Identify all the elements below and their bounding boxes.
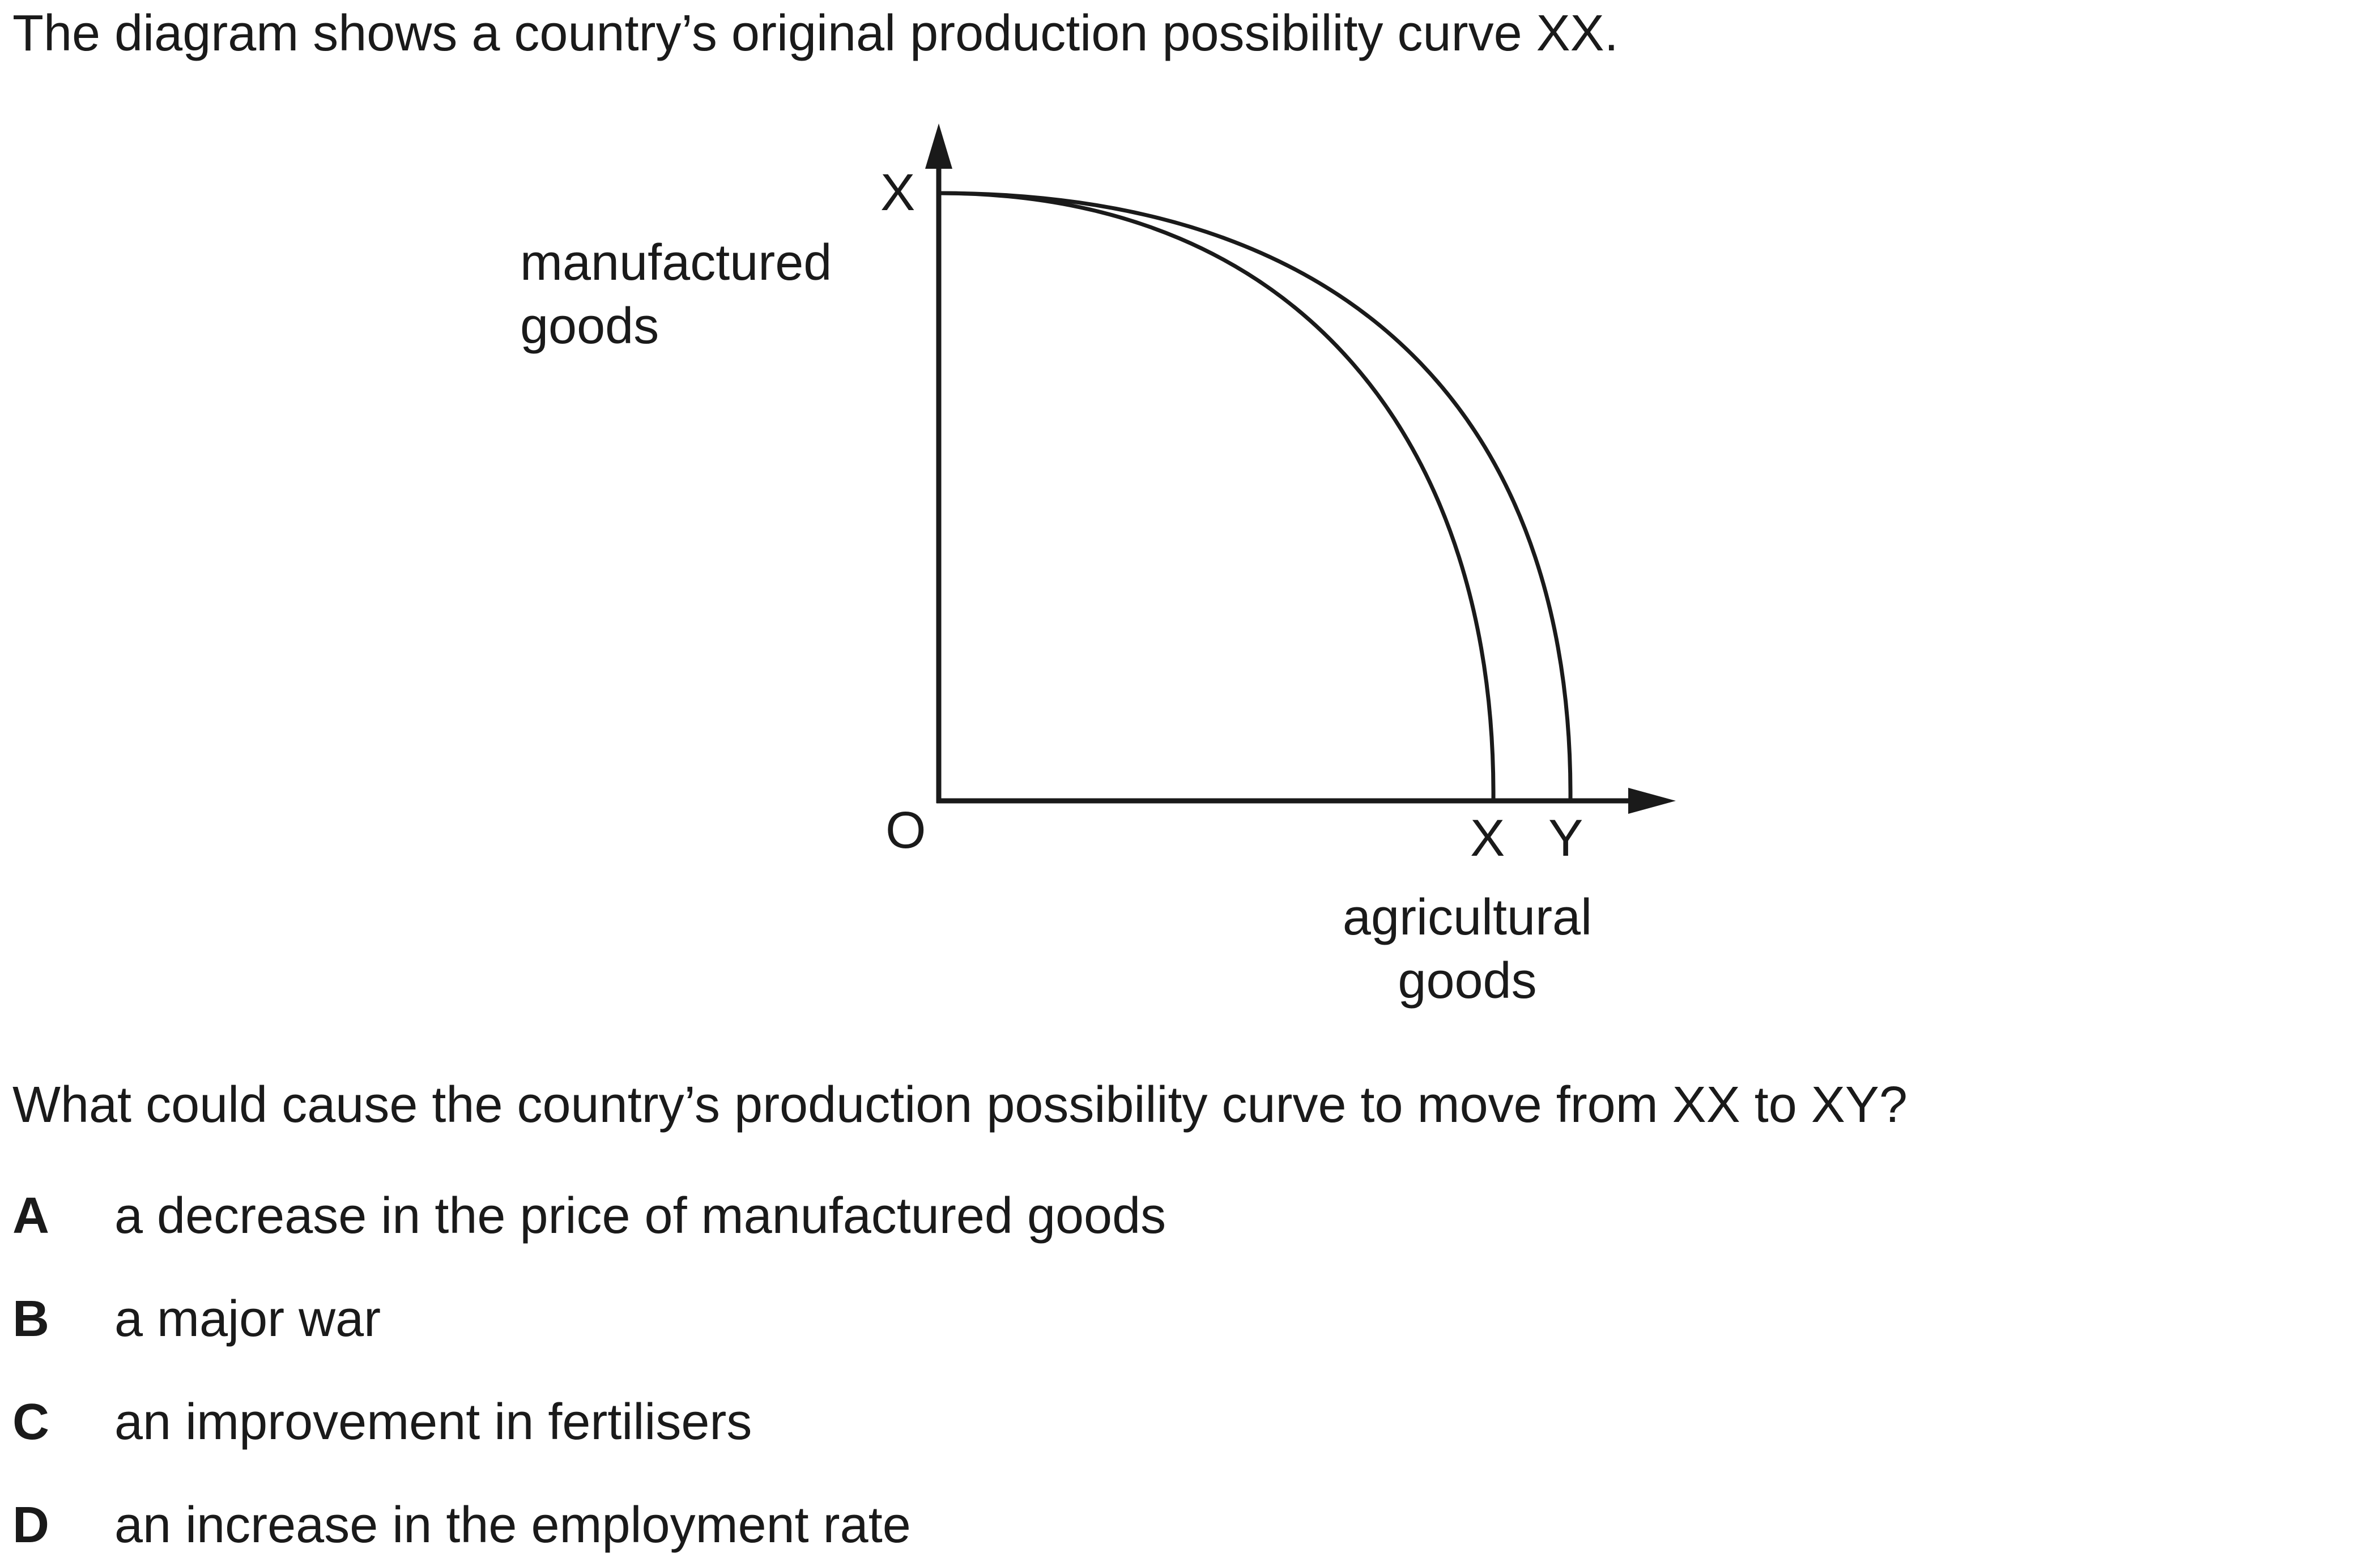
ppc-diagram-graphic [925,123,1676,814]
x-axis-label-line: agricultural goods [1342,889,1593,1009]
option-d[interactable]: D an increase in the employment rate [12,1494,1712,1562]
point-label-y-axis: Y [1548,809,1583,867]
point-label-origin: O [885,801,926,859]
option-b[interactable]: B a major war [12,1288,1712,1356]
y-axis-label: manufactured goods [520,231,832,358]
point-label-x-axis: X [1470,809,1505,867]
intro-text: The diagram shows a country’s original p… [12,5,1619,62]
ppc-diagram: manufactured goods agricultural goods X … [520,123,1676,1013]
option-d-text: an increase in the employment rate [114,1497,911,1554]
option-c-letter: C [12,1394,49,1450]
option-a-text: a decrease in the price of manufactured … [114,1188,1166,1244]
option-a[interactable]: A a decrease in the price of manufacture… [12,1185,1712,1253]
option-b-text: a major war [114,1291,381,1347]
y-axis-label-line: manufactured goods [520,234,832,355]
option-b-letter: B [12,1291,49,1347]
x-axis-label: agricultural goods [1297,886,1637,1013]
question-text: What could cause the country’s productio… [12,1077,1908,1133]
y-axis-arrowhead [925,123,952,169]
curve-xy [938,191,1573,801]
x-axis-arrowhead [1628,788,1676,814]
option-c-text: an improvement in fertilisers [114,1394,752,1450]
point-label-x-top: X [880,164,916,221]
option-d-letter: D [12,1497,49,1554]
option-c[interactable]: C an improvement in fertilisers [12,1391,1712,1459]
option-a-letter: A [12,1188,49,1244]
curve-xx [938,191,1496,801]
